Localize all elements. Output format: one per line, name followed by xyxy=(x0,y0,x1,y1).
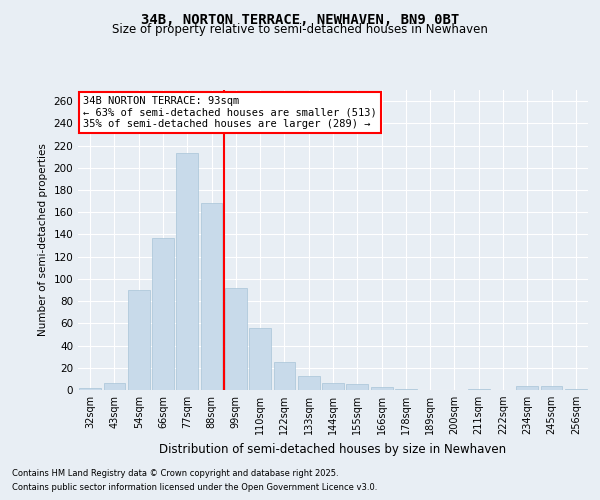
Bar xyxy=(395,389,417,390)
X-axis label: Distribution of semi-detached houses by size in Newhaven: Distribution of semi-detached houses by … xyxy=(160,442,506,456)
Bar xyxy=(274,362,295,390)
Bar xyxy=(79,388,101,390)
Bar xyxy=(322,384,344,390)
Bar xyxy=(249,328,271,390)
Bar xyxy=(128,290,149,390)
Bar xyxy=(200,204,223,390)
Bar xyxy=(517,386,538,390)
Bar xyxy=(346,384,368,390)
Text: Contains public sector information licensed under the Open Government Licence v3: Contains public sector information licen… xyxy=(12,484,377,492)
Bar xyxy=(225,288,247,390)
Bar xyxy=(104,384,125,390)
Y-axis label: Number of semi-detached properties: Number of semi-detached properties xyxy=(38,144,48,336)
Bar xyxy=(541,386,562,390)
Bar xyxy=(176,154,198,390)
Text: Contains HM Land Registry data © Crown copyright and database right 2025.: Contains HM Land Registry data © Crown c… xyxy=(12,468,338,477)
Bar xyxy=(152,238,174,390)
Bar xyxy=(565,389,587,390)
Text: Size of property relative to semi-detached houses in Newhaven: Size of property relative to semi-detach… xyxy=(112,22,488,36)
Text: 34B NORTON TERRACE: 93sqm
← 63% of semi-detached houses are smaller (513)
35% of: 34B NORTON TERRACE: 93sqm ← 63% of semi-… xyxy=(83,96,377,129)
Bar xyxy=(298,376,320,390)
Bar xyxy=(371,386,392,390)
Text: 34B, NORTON TERRACE, NEWHAVEN, BN9 0BT: 34B, NORTON TERRACE, NEWHAVEN, BN9 0BT xyxy=(141,12,459,26)
Bar xyxy=(468,389,490,390)
